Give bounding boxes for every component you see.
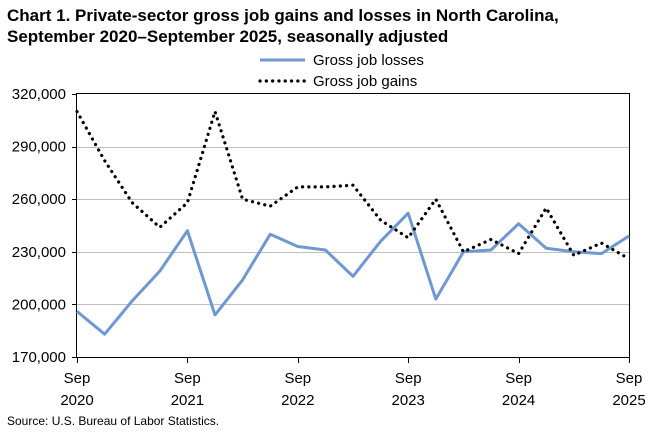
chart-title: Chart 1. Private-sector gross job gains … xyxy=(7,5,653,47)
y-axis: 320,000 290,000 260,000 230,000 200,000 170,0… xyxy=(12,86,77,366)
legend: Gross job losses Gross job gains xyxy=(258,52,424,90)
x-tick-month-3: Sep xyxy=(395,370,422,387)
series-line-gross-job-gains xyxy=(75,109,631,261)
x-tick-year-5: 2025 xyxy=(612,392,645,409)
chart-title-line-2: September 2020–September 2025, seasonall… xyxy=(7,27,449,46)
x-tick-year-3: 2023 xyxy=(392,392,425,409)
y-tick-label-2: 260,000 xyxy=(12,191,66,208)
x-tick-year-0: 2020 xyxy=(60,392,93,409)
y-tick-label-4: 200,000 xyxy=(12,296,66,313)
chart-title-line-1: Chart 1. Private-sector gross job gains … xyxy=(7,6,559,25)
y-tick-label-3: 230,000 xyxy=(12,244,66,261)
x-tick-year-2: 2022 xyxy=(281,392,314,409)
legend-label-1: Gross job gains xyxy=(313,73,417,90)
x-tick-month-5: Sep xyxy=(616,370,643,387)
series-layer xyxy=(75,109,631,336)
gridlines xyxy=(77,147,629,305)
x-tick-year-1: 2021 xyxy=(171,392,204,409)
x-axis: Sep 2020 Sep 2021 Sep 2022 Sep 2023 Sep 2024 Sep 20… xyxy=(60,357,646,409)
x-tick-year-4: 2024 xyxy=(502,392,535,409)
series-line-gross-job-losses xyxy=(76,211,630,336)
source-note: Source: U.S. Bureau of Labor Statistics. xyxy=(7,414,220,428)
y-tick-label-5: 170,000 xyxy=(12,349,66,366)
x-tick-month-2: Sep xyxy=(284,370,311,387)
y-tick-label-1: 290,000 xyxy=(12,139,66,156)
x-tick-month-1: Sep xyxy=(174,370,201,387)
x-tick-month-0: Sep xyxy=(64,370,91,387)
legend-label-0: Gross job losses xyxy=(313,52,424,69)
x-tick-month-4: Sep xyxy=(505,370,532,387)
y-tick-label-0: 320,000 xyxy=(12,86,66,103)
plot-area-border xyxy=(76,93,630,358)
